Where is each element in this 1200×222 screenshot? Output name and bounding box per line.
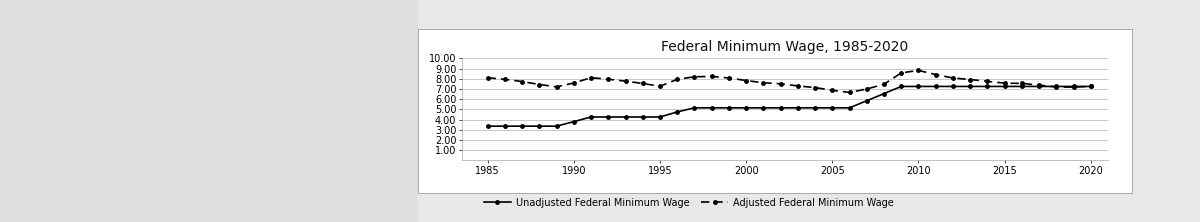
Unadjusted Federal Minimum Wage bbox=[498, 125, 512, 127]
Unadjusted Federal Minimum Wage bbox=[721, 107, 736, 109]
Adjusted Federal Minimum Wage bbox=[808, 86, 822, 89]
Adjusted Federal Minimum Wage bbox=[550, 85, 564, 88]
Adjusted Federal Minimum Wage bbox=[1067, 86, 1081, 88]
Unadjusted Federal Minimum Wage bbox=[1067, 85, 1081, 88]
Unadjusted Federal Minimum Wage bbox=[1032, 85, 1046, 88]
Adjusted Federal Minimum Wage bbox=[911, 69, 925, 72]
Unadjusted Federal Minimum Wage bbox=[688, 107, 702, 109]
Title: Federal Minimum Wage, 1985-2020: Federal Minimum Wage, 1985-2020 bbox=[661, 40, 908, 54]
Adjusted Federal Minimum Wage bbox=[704, 75, 719, 78]
Adjusted Federal Minimum Wage bbox=[980, 80, 995, 83]
Adjusted Federal Minimum Wage bbox=[1015, 82, 1030, 85]
Adjusted Federal Minimum Wage bbox=[946, 77, 960, 79]
Unadjusted Federal Minimum Wage bbox=[946, 85, 960, 88]
Line: Adjusted Federal Minimum Wage: Adjusted Federal Minimum Wage bbox=[486, 69, 1092, 94]
Unadjusted Federal Minimum Wage bbox=[1084, 85, 1098, 88]
Adjusted Federal Minimum Wage bbox=[670, 78, 684, 81]
Adjusted Federal Minimum Wage bbox=[842, 91, 857, 94]
Adjusted Federal Minimum Wage bbox=[498, 78, 512, 81]
Adjusted Federal Minimum Wage bbox=[653, 85, 667, 87]
Unadjusted Federal Minimum Wage bbox=[739, 107, 754, 109]
Adjusted Federal Minimum Wage bbox=[584, 76, 599, 79]
Adjusted Federal Minimum Wage bbox=[774, 82, 788, 85]
Adjusted Federal Minimum Wage bbox=[826, 89, 840, 92]
Adjusted Federal Minimum Wage bbox=[618, 80, 632, 83]
Unadjusted Federal Minimum Wage bbox=[566, 120, 581, 123]
Unadjusted Federal Minimum Wage bbox=[791, 107, 805, 109]
Unadjusted Federal Minimum Wage bbox=[480, 125, 494, 127]
Unadjusted Federal Minimum Wage bbox=[533, 125, 547, 127]
Unadjusted Federal Minimum Wage bbox=[1015, 85, 1030, 88]
Unadjusted Federal Minimum Wage bbox=[911, 85, 925, 88]
Unadjusted Federal Minimum Wage bbox=[774, 107, 788, 109]
Unadjusted Federal Minimum Wage bbox=[877, 92, 892, 95]
Unadjusted Federal Minimum Wage bbox=[618, 116, 632, 118]
Adjusted Federal Minimum Wage bbox=[739, 79, 754, 82]
Adjusted Federal Minimum Wage bbox=[877, 83, 892, 85]
Adjusted Federal Minimum Wage bbox=[1032, 84, 1046, 86]
Unadjusted Federal Minimum Wage bbox=[653, 116, 667, 118]
Unadjusted Federal Minimum Wage bbox=[859, 99, 874, 102]
Adjusted Federal Minimum Wage bbox=[1084, 85, 1098, 88]
Unadjusted Federal Minimum Wage bbox=[704, 107, 719, 109]
Unadjusted Federal Minimum Wage bbox=[980, 85, 995, 88]
Adjusted Federal Minimum Wage bbox=[1049, 86, 1063, 88]
Adjusted Federal Minimum Wage bbox=[566, 82, 581, 84]
Adjusted Federal Minimum Wage bbox=[997, 82, 1012, 85]
Adjusted Federal Minimum Wage bbox=[601, 78, 616, 81]
Adjusted Federal Minimum Wage bbox=[859, 88, 874, 90]
Adjusted Federal Minimum Wage bbox=[688, 75, 702, 78]
Adjusted Federal Minimum Wage bbox=[636, 82, 650, 85]
Unadjusted Federal Minimum Wage bbox=[670, 111, 684, 113]
Unadjusted Federal Minimum Wage bbox=[894, 85, 908, 88]
Unadjusted Federal Minimum Wage bbox=[929, 85, 943, 88]
Adjusted Federal Minimum Wage bbox=[962, 78, 977, 81]
Unadjusted Federal Minimum Wage bbox=[636, 116, 650, 118]
Unadjusted Federal Minimum Wage bbox=[550, 125, 564, 127]
Adjusted Federal Minimum Wage bbox=[721, 77, 736, 79]
Legend: Unadjusted Federal Minimum Wage, Adjusted Federal Minimum Wage: Unadjusted Federal Minimum Wage, Adjuste… bbox=[480, 194, 898, 211]
Adjusted Federal Minimum Wage bbox=[894, 71, 908, 74]
Adjusted Federal Minimum Wage bbox=[515, 80, 529, 83]
Unadjusted Federal Minimum Wage bbox=[826, 107, 840, 109]
Adjusted Federal Minimum Wage bbox=[756, 81, 770, 84]
Line: Unadjusted Federal Minimum Wage: Unadjusted Federal Minimum Wage bbox=[486, 85, 1092, 128]
Unadjusted Federal Minimum Wage bbox=[1049, 85, 1063, 88]
Adjusted Federal Minimum Wage bbox=[480, 76, 494, 79]
Unadjusted Federal Minimum Wage bbox=[584, 116, 599, 118]
Adjusted Federal Minimum Wage bbox=[929, 73, 943, 76]
Unadjusted Federal Minimum Wage bbox=[756, 107, 770, 109]
Unadjusted Federal Minimum Wage bbox=[962, 85, 977, 88]
Unadjusted Federal Minimum Wage bbox=[515, 125, 529, 127]
Unadjusted Federal Minimum Wage bbox=[808, 107, 822, 109]
Unadjusted Federal Minimum Wage bbox=[997, 85, 1012, 88]
Adjusted Federal Minimum Wage bbox=[791, 85, 805, 87]
Adjusted Federal Minimum Wage bbox=[533, 83, 547, 86]
Unadjusted Federal Minimum Wage bbox=[842, 107, 857, 109]
Unadjusted Federal Minimum Wage bbox=[601, 116, 616, 118]
